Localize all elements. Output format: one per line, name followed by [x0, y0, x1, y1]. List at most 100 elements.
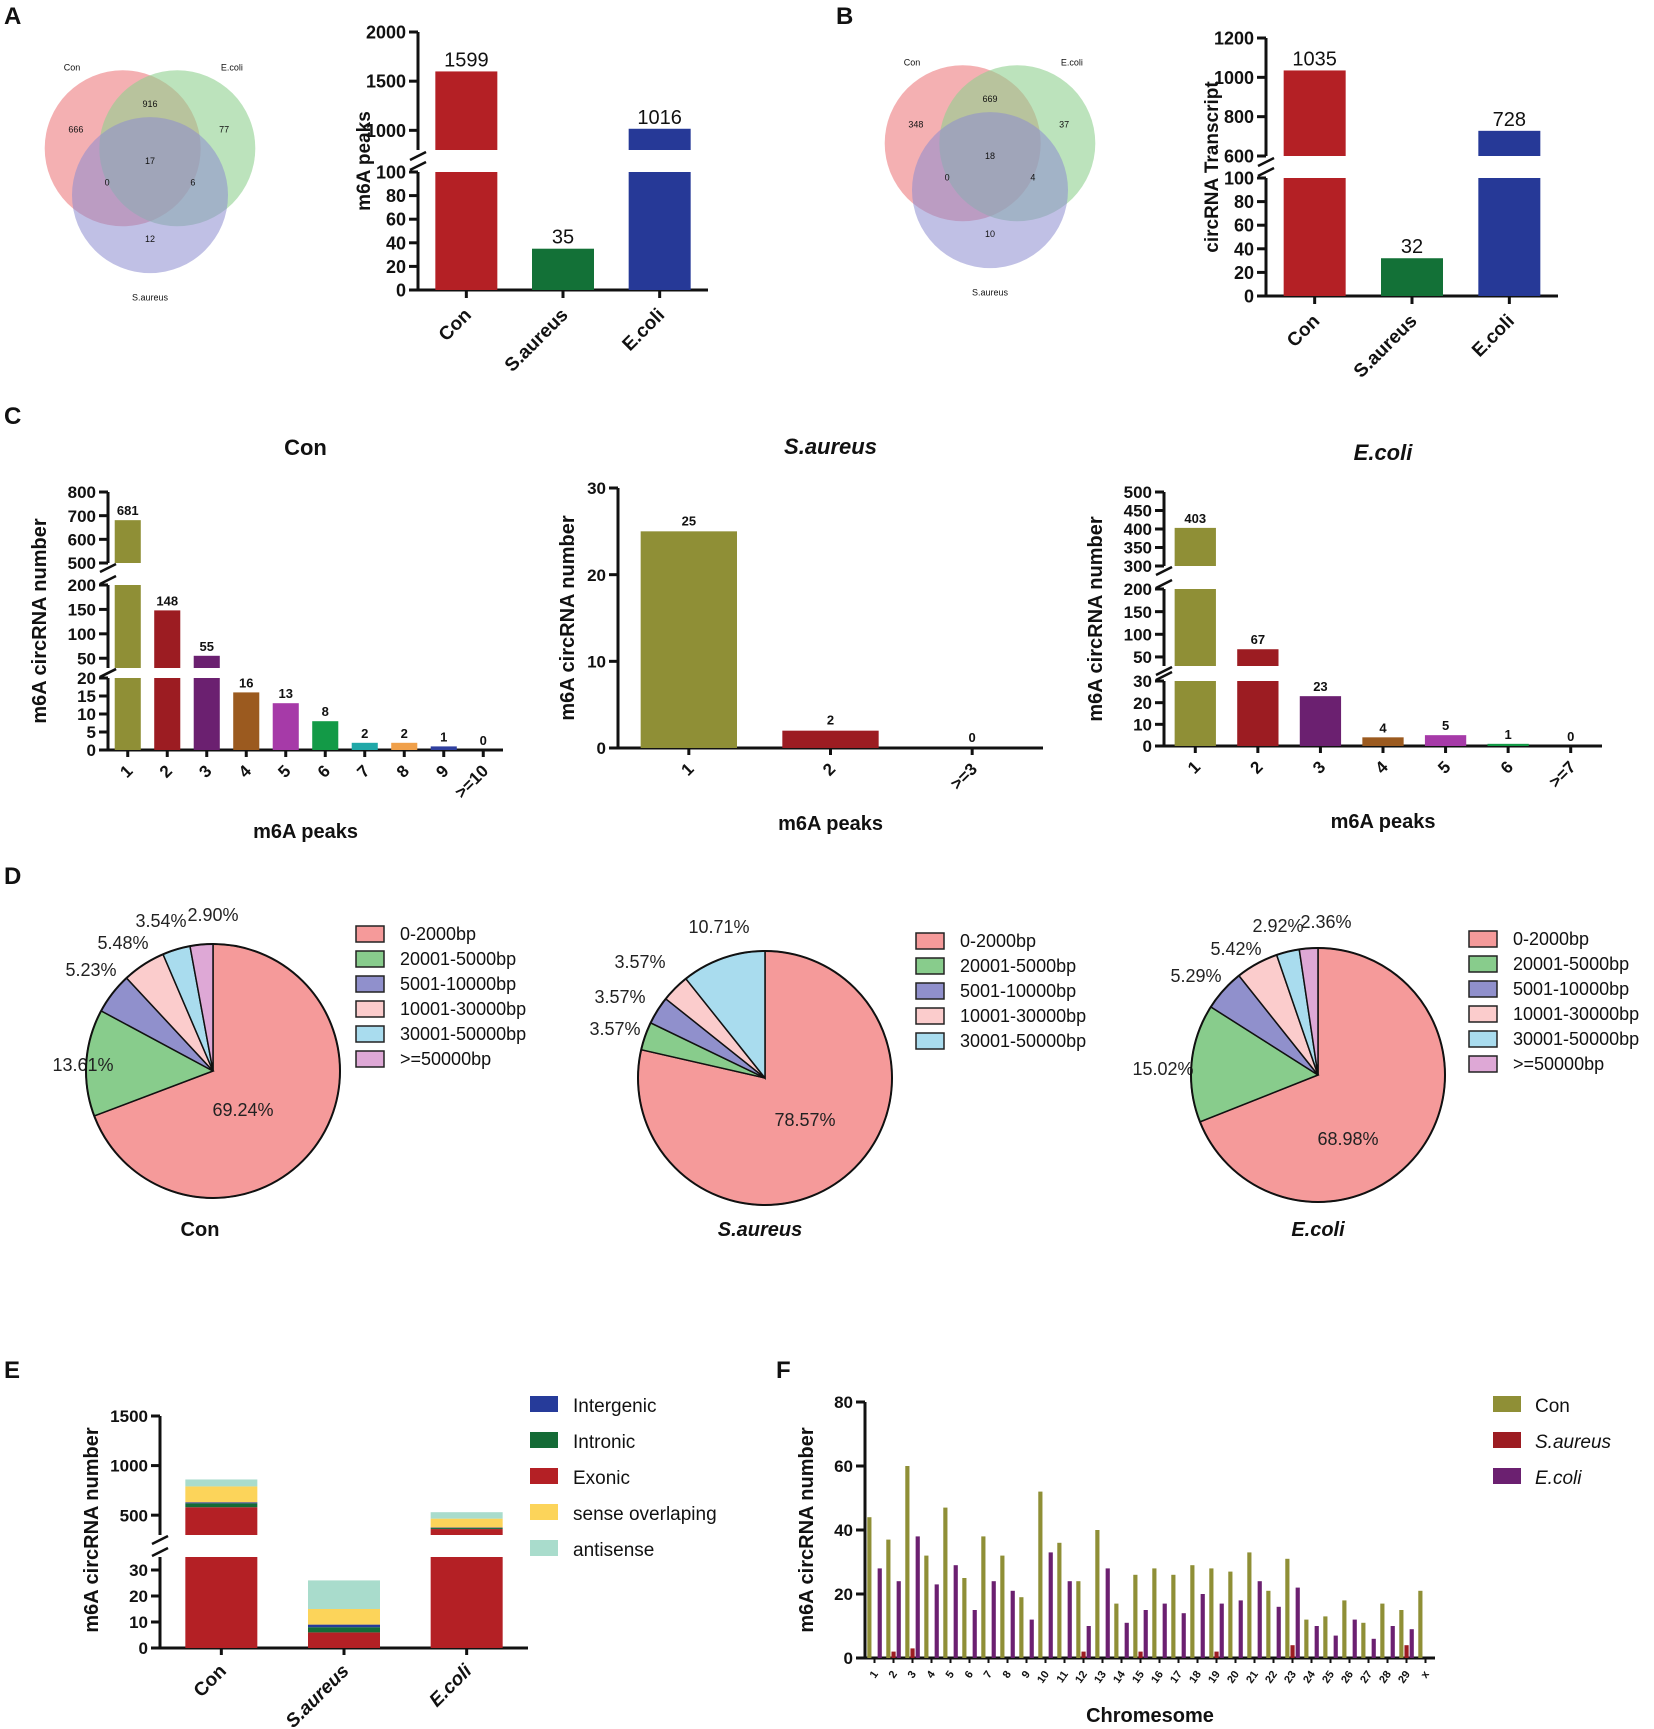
y-axis-label: m6A peaks: [354, 111, 375, 211]
y-tick-label: 2000: [366, 22, 406, 42]
bar-value-label: 1: [1505, 727, 1512, 742]
y-tick-label: 800: [68, 483, 96, 502]
bar-E.coli: [1048, 1552, 1053, 1658]
pie-title: S.aureus: [718, 1219, 802, 1241]
bar: [154, 678, 181, 750]
bar-value-label: 0: [1567, 729, 1574, 744]
bar-Con: [1283, 70, 1346, 156]
bar: [640, 531, 737, 748]
bar-E.coli: [991, 1581, 996, 1658]
bar: [1174, 527, 1216, 566]
stacked-bar-segment: [430, 1529, 503, 1535]
legend-label: >=50000bp: [1513, 1054, 1604, 1074]
y-tick-label: 800: [1224, 107, 1254, 127]
bar-value-label: 1016: [637, 107, 682, 129]
legend-label: 10001-30000bp: [1513, 1004, 1639, 1024]
y-tick-label: 0: [139, 1639, 148, 1658]
legend-label: 5001-10000bp: [960, 981, 1076, 1001]
pie-slice-label: 13.61%: [52, 1055, 113, 1075]
stacked-bar-segment: [185, 1502, 258, 1504]
y-tick-label: 60: [834, 1457, 853, 1476]
x-tick-label: 2: [887, 1669, 900, 1681]
x-tick-label: 18: [1187, 1669, 1204, 1686]
panel-label: E: [4, 1357, 20, 1384]
y-tick-label: 100: [68, 625, 96, 644]
bar-E.coli: [1314, 1626, 1319, 1658]
x-axis-label: m6A peaks: [1331, 811, 1436, 833]
bar: [1487, 743, 1529, 746]
y-tick-label: 200: [1124, 580, 1152, 599]
bar-Con: [981, 1536, 986, 1658]
legend-swatch: [1493, 1396, 1521, 1412]
bar-S.aureus: [910, 1648, 915, 1658]
legend-label: 0-2000bp: [400, 924, 476, 944]
bar: [233, 692, 260, 750]
x-tick-label: 6: [314, 761, 334, 781]
bar-Con: [1076, 1581, 1081, 1658]
y-tick-label: 10: [77, 705, 96, 724]
panel-label: C: [4, 403, 21, 430]
bar-Con: [1247, 1552, 1252, 1658]
bar: [193, 655, 220, 668]
bar-E.coli: [628, 172, 691, 290]
y-tick-label: 20: [834, 1585, 853, 1604]
legend-label: 20001-5000bp: [400, 949, 516, 969]
bar-value-label: 1599: [444, 49, 489, 71]
bar-E.coli: [953, 1565, 958, 1658]
venn-label-saureus: S.aureus: [132, 292, 169, 302]
y-tick-label: 100: [1224, 168, 1254, 188]
x-tick-label: 1: [1184, 757, 1204, 777]
pie-slice-label: 15.02%: [1132, 1059, 1193, 1079]
bar-value-label: 2: [401, 726, 408, 741]
bar-Con: [1038, 1491, 1043, 1658]
stacked-bar-segment: [308, 1580, 380, 1609]
bar-E.coli: [1238, 1600, 1243, 1658]
y-axis-label: circRNA Transcript: [1202, 81, 1223, 253]
y-tick-label: 0: [597, 739, 606, 758]
pie-title: Con: [181, 1219, 220, 1241]
x-tick-label: 19: [1206, 1669, 1223, 1686]
pie-slice-label: 2.92%: [1252, 916, 1303, 936]
bar: [193, 678, 220, 750]
bar-Con: [1323, 1616, 1328, 1658]
x-tick-label: 3: [195, 761, 215, 781]
y-tick-label: 40: [1234, 239, 1254, 259]
x-tick-label: 5: [1434, 757, 1454, 777]
bar-E.coli: [1143, 1610, 1148, 1658]
axis-break-mark: [1155, 665, 1173, 677]
pie-outline: [637, 950, 893, 1206]
bar-value-label: 23: [1313, 679, 1327, 694]
legend-swatch: [1468, 1055, 1498, 1073]
y-tick-label: 80: [386, 186, 406, 206]
bar: [782, 730, 879, 748]
x-tick-label: E.coli: [1468, 311, 1519, 362]
bar-value-label: 0: [480, 733, 487, 748]
panel-label: B: [836, 3, 853, 30]
pie-slice-label: 5.48%: [97, 933, 148, 953]
y-tick-label: 80: [1234, 192, 1254, 212]
legend-label: 30001-50000bp: [1513, 1029, 1639, 1049]
legend-swatch: [915, 932, 945, 950]
y-tick-label: 20: [129, 1587, 148, 1606]
pie-slice-label: 10.71%: [688, 917, 749, 937]
x-tick-label: 22: [1263, 1669, 1280, 1686]
bar-Con: [1266, 1590, 1271, 1658]
bar-Con: [943, 1507, 948, 1658]
legend-swatch: [355, 925, 385, 943]
pie-slice-label: 3.57%: [594, 987, 645, 1007]
venn-number: 10: [985, 229, 995, 239]
bar-S.aureus: [532, 248, 594, 290]
bar-Con: [1019, 1597, 1024, 1658]
pie-slice-label: 3.57%: [589, 1019, 640, 1039]
legend-label: 0-2000bp: [1513, 929, 1589, 949]
axis-break-mark: [409, 150, 427, 162]
y-tick-label: 1500: [110, 1407, 148, 1426]
pie-outline: [85, 943, 341, 1199]
y-tick-label: 100: [376, 162, 406, 182]
y-tick-label: 500: [68, 554, 96, 573]
venn-number: 77: [219, 125, 229, 135]
x-tick-label: 4: [925, 1668, 939, 1681]
x-tick-label: 13: [1092, 1669, 1109, 1686]
bar-E.coli: [1086, 1626, 1091, 1658]
legend-label: antisense: [573, 1540, 654, 1561]
